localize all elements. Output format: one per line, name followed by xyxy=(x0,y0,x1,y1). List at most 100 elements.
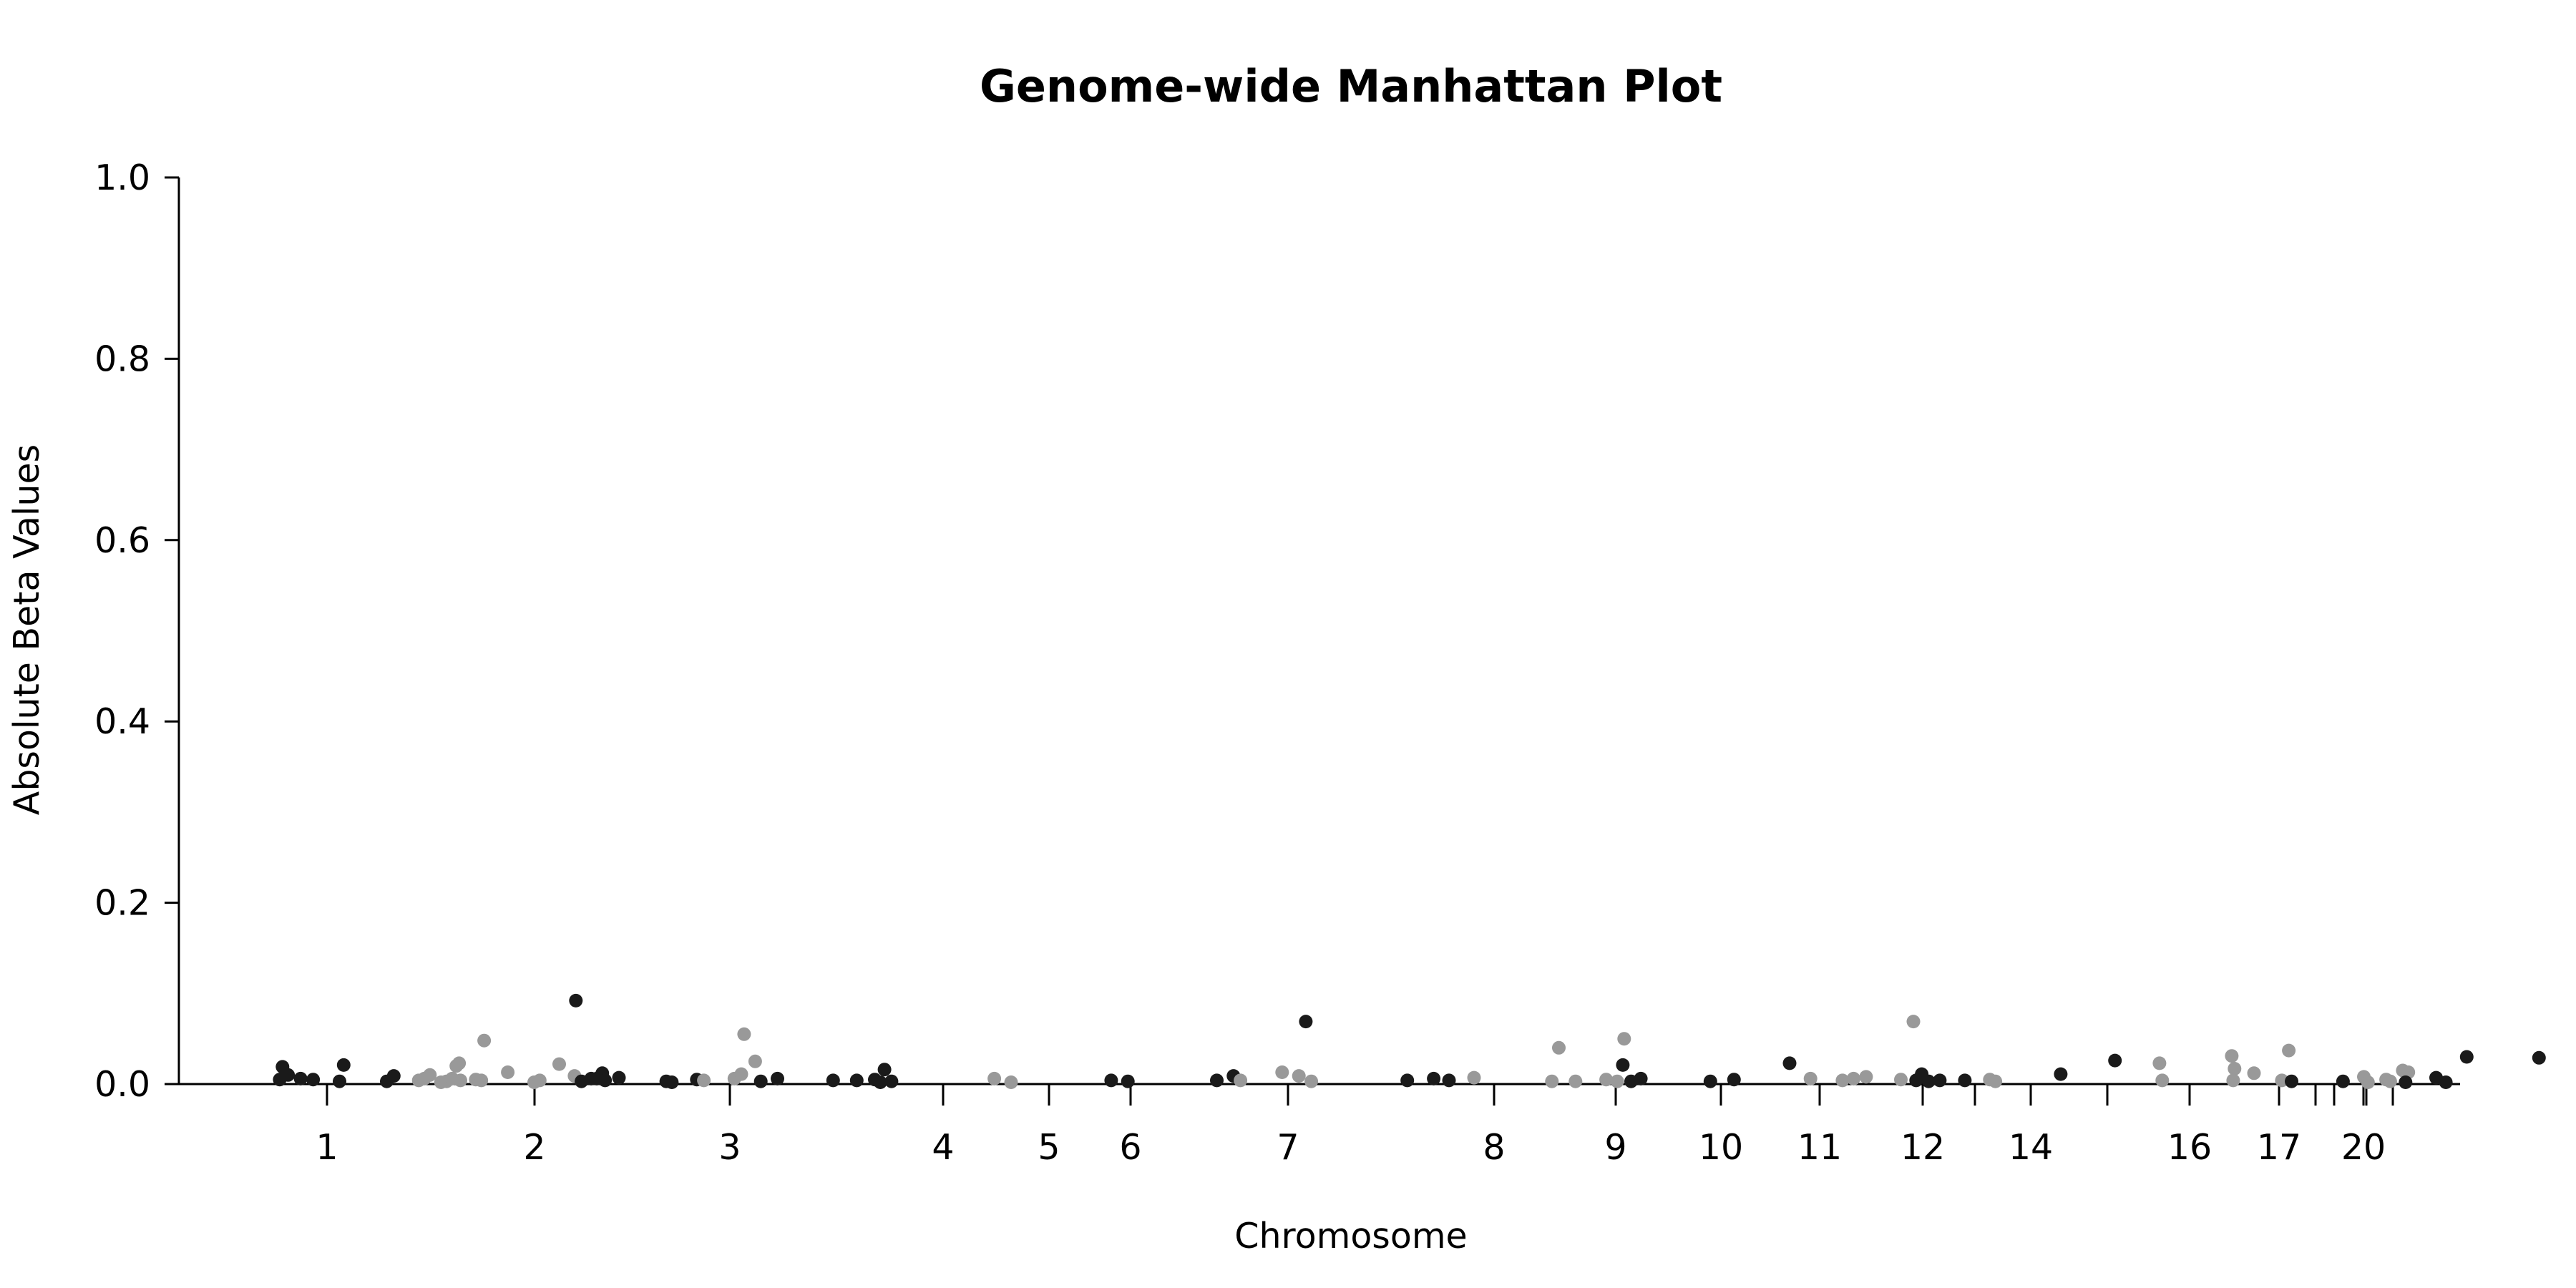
data-point-chr2 xyxy=(477,1033,492,1048)
data-point-chr11 xyxy=(1616,1058,1630,1072)
data-point-chr12 xyxy=(1859,1070,1873,1084)
x-tick-label-chr3: 3 xyxy=(718,1127,741,1168)
data-point-chr18 xyxy=(2383,1074,2397,1088)
data-point-chr16 xyxy=(2228,1062,2242,1075)
x-axis-ticks: 1 2 3 4 5 6 7 8 9 10 11 12 14 16 17 20 xyxy=(316,1084,2394,1168)
x-tick-label-chr6: 6 xyxy=(1119,1127,1141,1168)
x-tick-label-chr17: 17 xyxy=(2257,1127,2301,1168)
data-point-chr5 xyxy=(826,1073,840,1088)
data-point-chr5 xyxy=(771,1071,784,1085)
data-point-chr2 xyxy=(423,1068,437,1082)
x-tick-label-chr14: 14 xyxy=(2009,1127,2053,1168)
y-tick-label: 0.0 xyxy=(94,1064,150,1105)
data-point-chr3 xyxy=(569,993,583,1008)
y-axis-label: Absolute Beta Values xyxy=(6,444,47,815)
data-point-chr21 xyxy=(2459,1050,2474,1064)
x-axis-label: Chromosome xyxy=(1234,1216,1467,1257)
x-tick-label-chr1: 1 xyxy=(316,1127,338,1168)
data-point-chr16 xyxy=(2155,1073,2170,1088)
data-point-chr4 xyxy=(734,1067,748,1081)
y-tick-label: 0.6 xyxy=(94,520,150,561)
x-tick-label-chr7: 7 xyxy=(1277,1127,1299,1168)
data-point-chr16 xyxy=(2247,1066,2261,1080)
data-point-chr10 xyxy=(1545,1074,1559,1088)
chart-title: Genome-wide Manhattan Plot xyxy=(980,60,1722,112)
data-point-chr5 xyxy=(753,1074,768,1088)
data-point-chr1 xyxy=(306,1073,321,1087)
y-tick-label: 0.2 xyxy=(94,883,150,924)
data-point-chr10 xyxy=(1568,1074,1583,1088)
data-point-chr6 xyxy=(987,1071,1002,1085)
data-point-chr9 xyxy=(1427,1071,1441,1085)
data-point-chr17 xyxy=(2285,1074,2298,1088)
data-point-chr9 xyxy=(1299,1015,1313,1029)
data-point-chr3 xyxy=(612,1070,626,1085)
data-point-chr15 xyxy=(2108,1053,2122,1068)
data-point-chr2 xyxy=(474,1073,489,1088)
y-axis-ticks: 0.0 0.2 0.4 0.6 0.8 1.0 xyxy=(94,157,179,1105)
data-point-chr6 xyxy=(1004,1075,1018,1089)
data-point-chr8 xyxy=(1234,1073,1248,1088)
data-point-chr2 xyxy=(452,1056,467,1070)
data-point-chr20 xyxy=(2439,1075,2453,1089)
data-point-chr8 xyxy=(1304,1074,1319,1088)
x-tick-label-chr11: 11 xyxy=(1797,1127,1842,1168)
data-point-chr4 xyxy=(748,1054,762,1068)
data-point-chr7 xyxy=(1210,1073,1224,1088)
data-point-chr12 xyxy=(1803,1071,1818,1085)
data-point-chr5 xyxy=(884,1074,899,1088)
data-point-chr10 xyxy=(1467,1070,1481,1085)
data-point-chr3 xyxy=(598,1073,613,1088)
data-point-chr2 xyxy=(454,1073,467,1088)
data-point-chr1 xyxy=(336,1058,351,1072)
data-point-chr4 xyxy=(697,1073,711,1088)
x-tick-label-chr9: 9 xyxy=(1604,1127,1626,1168)
data-point-chr10 xyxy=(1552,1040,1566,1055)
data-point-chr22 xyxy=(2532,1050,2546,1065)
data-point-chr11 xyxy=(1727,1073,1741,1087)
data-point-chr7 xyxy=(1104,1073,1118,1088)
data-point-chr14 xyxy=(1989,1074,2003,1088)
x-tick-label-chr20: 20 xyxy=(2341,1127,2386,1168)
x-tick-label-chr2: 2 xyxy=(523,1127,545,1168)
data-point-chr2 xyxy=(552,1057,566,1071)
data-point-chr10 xyxy=(1599,1073,1614,1087)
data-point-chr13 xyxy=(1921,1074,1936,1088)
data-point-chr12 xyxy=(1835,1073,1850,1088)
data-point-chr1 xyxy=(293,1071,308,1085)
data-point-chr15 xyxy=(2054,1067,2068,1081)
data-point-chr2 xyxy=(501,1065,515,1079)
data-point-chr19 xyxy=(2399,1075,2413,1089)
data-point-chr10 xyxy=(1610,1074,1624,1088)
data-points xyxy=(273,993,2546,1089)
data-point-chr13 xyxy=(1958,1073,1972,1088)
data-point-chr10 xyxy=(1617,1032,1631,1046)
data-point-chr11 xyxy=(1782,1056,1797,1070)
x-tick-label-chr12: 12 xyxy=(1901,1127,1945,1168)
data-point-chr12 xyxy=(1894,1073,1908,1087)
data-point-chr2 xyxy=(532,1073,547,1088)
y-tick-label: 0.4 xyxy=(94,701,150,742)
data-point-chr12 xyxy=(1846,1071,1860,1085)
data-point-chr16 xyxy=(2282,1043,2296,1058)
data-point-chr3 xyxy=(665,1075,679,1089)
x-tick-label-chr5: 5 xyxy=(1038,1127,1060,1168)
y-tick-label: 0.8 xyxy=(94,338,150,379)
x-tick-label-chr4: 4 xyxy=(932,1127,954,1168)
data-point-chr8 xyxy=(1292,1069,1306,1083)
data-point-chr16 xyxy=(2226,1073,2240,1088)
data-point-chr1 xyxy=(386,1069,401,1083)
data-point-chr5 xyxy=(877,1063,892,1077)
data-point-chr18 xyxy=(2361,1075,2375,1089)
data-point-chr4 xyxy=(737,1027,751,1041)
x-tick-label-chr8: 8 xyxy=(1483,1127,1505,1168)
data-point-chr1 xyxy=(281,1068,296,1082)
x-tick-label-chr16: 16 xyxy=(2167,1127,2212,1168)
x-tick-label-chr10: 10 xyxy=(1699,1127,1743,1168)
y-tick-label: 1.0 xyxy=(94,157,150,198)
data-point-chr13 xyxy=(1933,1073,1947,1088)
data-point-chr1 xyxy=(333,1074,346,1088)
data-point-chr12 xyxy=(1906,1015,1921,1029)
data-point-chr9 xyxy=(1442,1073,1456,1088)
data-point-chr17 xyxy=(2336,1074,2350,1088)
